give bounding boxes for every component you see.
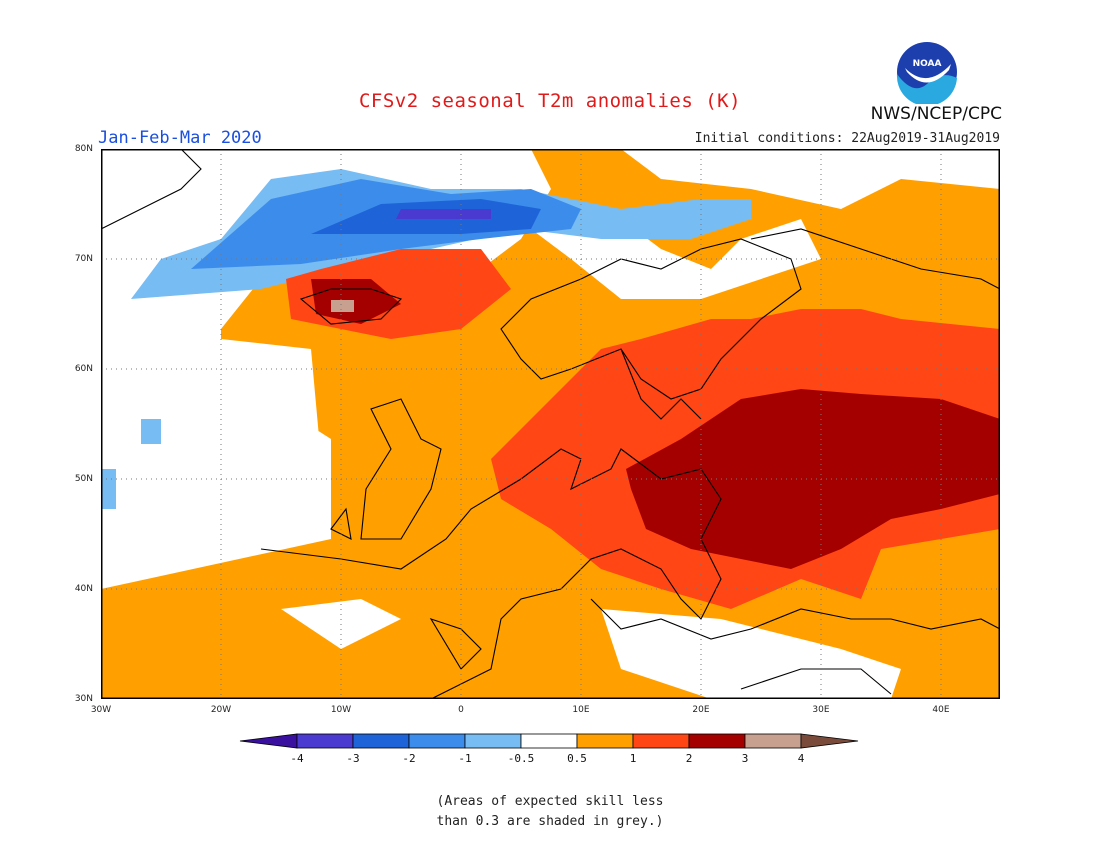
- lat-label: 80N: [74, 144, 93, 154]
- colorbar-label: 1: [629, 752, 637, 765]
- lat-label: 50N: [74, 474, 93, 484]
- colorbar: [239, 733, 859, 749]
- lat-label: 60N: [74, 364, 93, 374]
- colorbar-label: -0.5: [507, 752, 535, 765]
- lat-label: 40N: [74, 584, 93, 594]
- initial-conditions: Initial conditions: 22Aug2019-31Aug2019: [694, 131, 1000, 146]
- lon-label: 10W: [330, 705, 352, 715]
- colorbar-label: -3: [346, 752, 360, 765]
- colorbar-label: -1: [458, 752, 472, 765]
- colorbar-arrow-cold: [239, 733, 298, 749]
- lon-label: 0: [458, 705, 464, 715]
- lon-label: 30E: [812, 705, 830, 715]
- agency-label: NWS/NCEP/CPC: [870, 104, 1002, 124]
- graticule: [101, 149, 1000, 699]
- colorbar-swatch: [576, 733, 634, 749]
- colorbar-swatch: [296, 733, 354, 749]
- noaa-logo-text: NOAA: [913, 59, 942, 69]
- neutral-region-med: [601, 609, 901, 699]
- lon-label: 10E: [572, 705, 590, 715]
- lon-label: 20W: [210, 705, 232, 715]
- colorbar-swatch: [408, 733, 466, 749]
- forecast-period: Jan-Feb-Mar 2020: [98, 128, 262, 148]
- anomaly-region-violet: [396, 209, 491, 219]
- skill-note: (Areas of expected skill less than 0.3 a…: [0, 792, 1100, 832]
- lon-label: 30W: [90, 705, 112, 715]
- lon-label: 20E: [692, 705, 710, 715]
- colorbar-label: -4: [290, 752, 304, 765]
- lat-label: 30N: [74, 694, 93, 704]
- noaa-logo: NOAA: [896, 42, 957, 104]
- anomaly-region-light-blue-edge: [101, 469, 116, 509]
- colorbar-swatch: [464, 733, 522, 749]
- colorbar-arrow-warm: [800, 733, 859, 749]
- colorbar-label: -2: [402, 752, 416, 765]
- colorbar-swatch: [688, 733, 746, 749]
- map-title: CFSv2 seasonal T2m anomalies (K): [358, 90, 742, 112]
- colorbar-swatch: [520, 733, 578, 749]
- map-frame: [101, 149, 1000, 699]
- lat-label: 70N: [74, 254, 93, 264]
- skill-note-line: (Areas of expected skill less: [436, 794, 664, 809]
- colorbar-label: 4: [797, 752, 805, 765]
- neutral-region-atlantic: [101, 279, 321, 579]
- anomaly-map: [101, 149, 1000, 699]
- anomaly-region-dark-red-iceland: [311, 279, 401, 324]
- skill-note-line: than 0.3 are shaded in grey.): [436, 814, 664, 829]
- anomaly-region-dark-red-east: [626, 389, 1000, 569]
- colorbar-label: 0.5: [567, 752, 587, 765]
- anomaly-region-light-blue-isle: [141, 419, 161, 444]
- colorbar-swatch: [352, 733, 410, 749]
- colorbar-label: 3: [741, 752, 749, 765]
- colorbar-swatch: [744, 733, 802, 749]
- colorbar-label: 2: [685, 752, 693, 765]
- skill-mask-grey-cell: [331, 300, 354, 312]
- lon-label: 40E: [932, 705, 950, 715]
- colorbar-swatch: [632, 733, 690, 749]
